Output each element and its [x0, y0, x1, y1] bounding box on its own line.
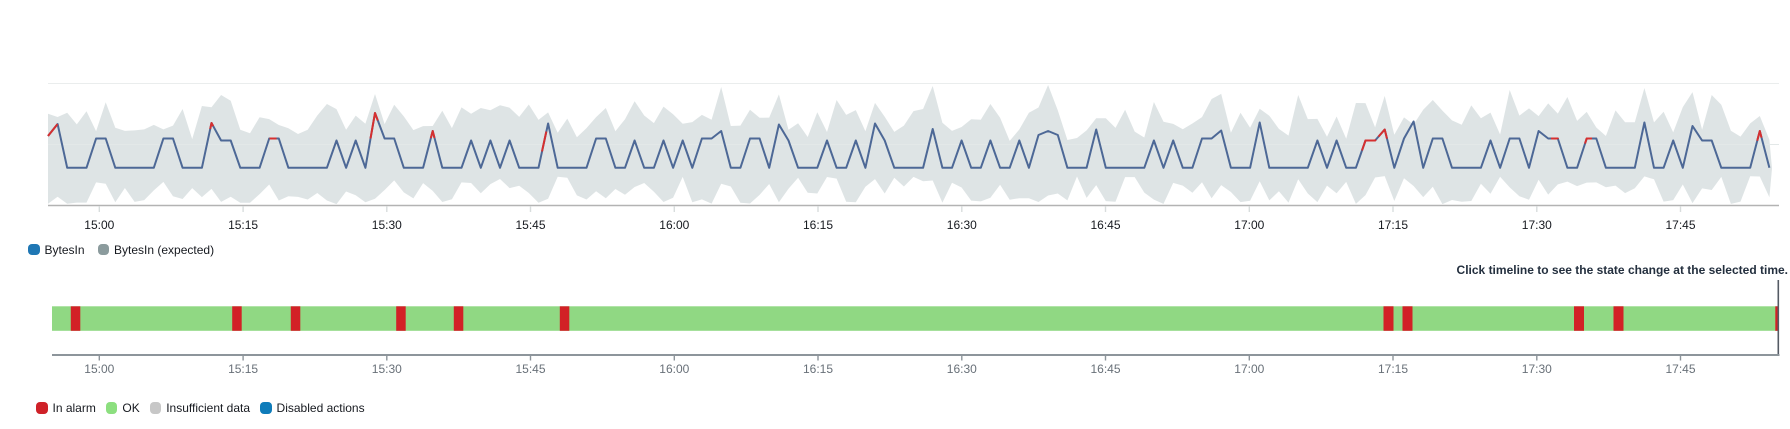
svg-text:15:45: 15:45: [515, 218, 545, 232]
svg-text:16:30: 16:30: [947, 218, 977, 232]
svg-text:15:15: 15:15: [228, 218, 258, 232]
svg-text:15:45: 15:45: [515, 362, 545, 376]
svg-text:16:15: 16:15: [803, 362, 833, 376]
svg-text:15:30: 15:30: [372, 362, 402, 376]
svg-text:15:00: 15:00: [84, 362, 114, 376]
svg-text:16:00: 16:00: [659, 218, 689, 232]
svg-text:17:00: 17:00: [1234, 218, 1264, 232]
svg-text:16:45: 16:45: [1090, 218, 1120, 232]
svg-text:16:45: 16:45: [1090, 362, 1120, 376]
svg-text:16:00: 16:00: [659, 362, 689, 376]
svg-text:16:30: 16:30: [947, 362, 977, 376]
svg-text:15:15: 15:15: [228, 362, 258, 376]
svg-text:16:15: 16:15: [803, 218, 833, 232]
svg-text:17:30: 17:30: [1522, 218, 1552, 232]
svg-text:15:00: 15:00: [84, 218, 114, 232]
svg-text:17:30: 17:30: [1522, 362, 1552, 376]
svg-text:17:15: 17:15: [1378, 218, 1408, 232]
svg-text:17:45: 17:45: [1665, 362, 1695, 376]
svg-text:17:45: 17:45: [1665, 218, 1695, 232]
svg-text:15:30: 15:30: [372, 218, 402, 232]
svg-text:17:00: 17:00: [1234, 362, 1264, 376]
svg-text:17:15: 17:15: [1378, 362, 1408, 376]
